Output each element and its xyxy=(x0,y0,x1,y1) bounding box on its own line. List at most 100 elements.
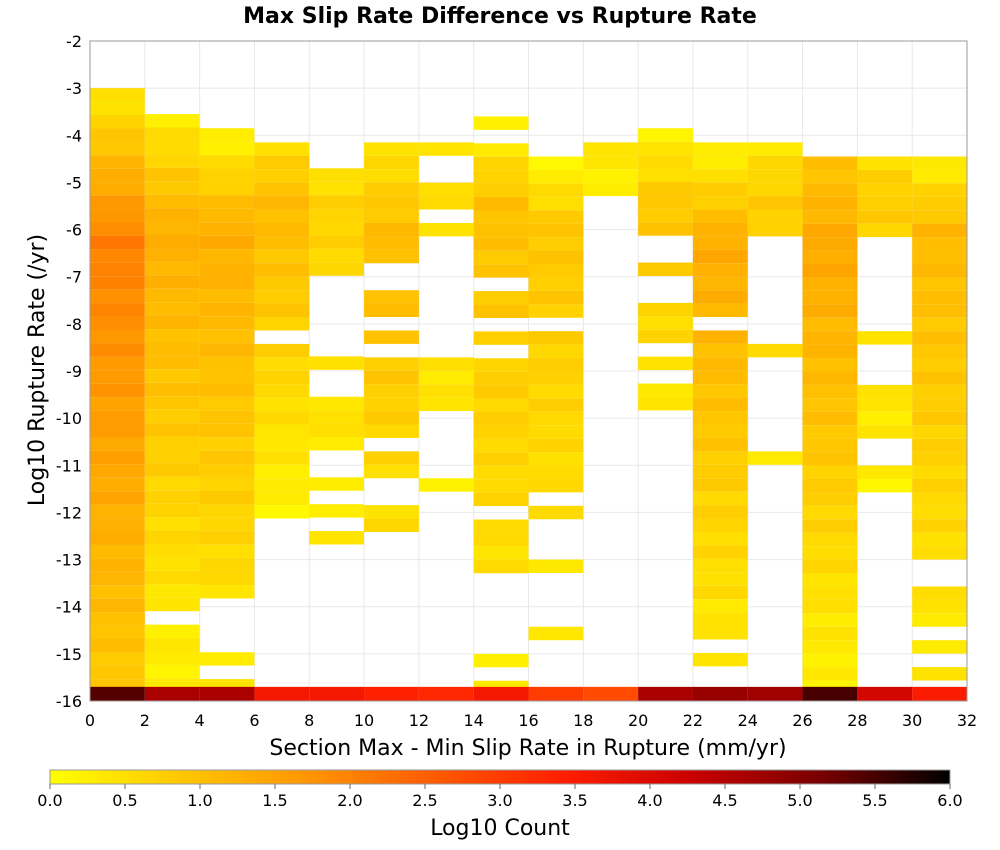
heatmap-cell xyxy=(90,424,145,438)
heatmap-cell xyxy=(309,222,365,236)
heatmap-cell xyxy=(692,626,748,640)
heatmap-cell xyxy=(144,557,200,571)
heatmap-cell xyxy=(528,425,584,439)
heatmap-cell xyxy=(144,476,200,491)
heatmap-cell xyxy=(473,385,529,399)
heatmap-cell xyxy=(364,196,419,210)
heatmap-cell xyxy=(144,503,200,518)
heatmap-cell xyxy=(199,504,255,518)
heatmap-cell xyxy=(144,651,200,665)
heatmap-cell xyxy=(638,302,693,317)
heatmap-cell xyxy=(912,263,967,278)
heatmap-cell xyxy=(199,356,255,371)
heatmap-cell xyxy=(528,398,584,412)
heatmap-cell xyxy=(528,183,584,197)
heatmap-cell xyxy=(144,221,200,235)
heatmap-cell xyxy=(364,357,419,371)
x-tick-label: 2 xyxy=(140,711,150,730)
heatmap-cell xyxy=(638,329,693,344)
heatmap-cell xyxy=(528,169,584,184)
heatmap-cell xyxy=(199,262,255,277)
heatmap-cell xyxy=(144,288,200,303)
heatmap-cell xyxy=(473,412,529,426)
heatmap-cell xyxy=(802,183,858,197)
heatmap-cell xyxy=(364,505,419,519)
heatmap-cell xyxy=(473,156,529,171)
heatmap-cell xyxy=(857,223,913,238)
heatmap-cell xyxy=(692,411,748,425)
heatmap-cell xyxy=(90,195,145,210)
heatmap-cell xyxy=(528,384,584,399)
heatmap-cell xyxy=(254,317,310,331)
heatmap-cell xyxy=(254,209,310,223)
heatmap-cell xyxy=(364,330,419,344)
heatmap-cell xyxy=(638,222,693,236)
heatmap-cell xyxy=(802,667,858,681)
heatmap-cell xyxy=(90,464,145,478)
heatmap-cell xyxy=(473,398,529,413)
heatmap-cell xyxy=(912,492,967,506)
heatmap-cell xyxy=(692,451,748,465)
heatmap-cell xyxy=(199,155,255,169)
heatmap-cell xyxy=(802,613,858,627)
heatmap-cell xyxy=(802,250,858,264)
heatmap-cell xyxy=(473,653,529,668)
heatmap-cell xyxy=(144,342,200,356)
heatmap-cell xyxy=(254,437,310,452)
heatmap-cell xyxy=(747,169,803,183)
heatmap-cell xyxy=(692,142,748,156)
x-tick-label: 28 xyxy=(847,711,867,730)
heatmap-cell xyxy=(90,356,145,371)
heatmap-cell xyxy=(90,209,145,223)
heatmap-cell xyxy=(90,571,145,586)
heatmap-cell xyxy=(473,264,529,278)
heatmap-cell xyxy=(802,586,858,600)
heatmap-cell xyxy=(802,358,858,372)
y-tick-label: -13 xyxy=(56,551,82,570)
heatmap-cell xyxy=(528,626,584,641)
heatmap-cell xyxy=(364,182,419,197)
heatmap-cell xyxy=(802,196,858,211)
heatmap-cell xyxy=(857,411,913,426)
heatmap-cell xyxy=(802,686,858,701)
heatmap-cell xyxy=(90,410,145,425)
heatmap-cell xyxy=(364,290,419,304)
heatmap-cell xyxy=(528,277,584,291)
x-tick-label: 4 xyxy=(195,711,205,730)
y-tick-label: -8 xyxy=(66,315,82,334)
heatmap-cell xyxy=(692,397,748,412)
heatmap-cell xyxy=(90,101,145,116)
heatmap-cell xyxy=(802,452,858,466)
heatmap-cell xyxy=(747,196,803,210)
heatmap-cell xyxy=(528,331,584,345)
heatmap-cell xyxy=(802,237,858,251)
heatmap-cell xyxy=(692,182,748,197)
heatmap-cell xyxy=(912,344,967,359)
heatmap-cell xyxy=(528,196,584,211)
heatmap-cell xyxy=(912,398,967,412)
heatmap-cell xyxy=(144,355,200,370)
colorbar-tick-label: 4.5 xyxy=(712,791,737,810)
heatmap-cell xyxy=(692,209,748,223)
heatmap-cell xyxy=(199,168,255,182)
colorbar-tick-label: 2.5 xyxy=(412,791,437,810)
x-axis-label: Section Max - Min Slip Rate in Rupture (… xyxy=(269,736,786,761)
colorbar-tick-label: 3.5 xyxy=(562,791,587,810)
heatmap-cell xyxy=(144,329,200,343)
heatmap-cell xyxy=(199,181,255,196)
heatmap-cell xyxy=(473,291,529,305)
heatmap-cell xyxy=(802,532,858,547)
heatmap-cell xyxy=(199,383,255,397)
heatmap-cell xyxy=(144,436,200,450)
heatmap-cell xyxy=(90,639,145,653)
heatmap-cell xyxy=(90,88,145,102)
heatmap-cell xyxy=(857,183,913,197)
heatmap-cell xyxy=(309,181,365,196)
heatmap-cell xyxy=(90,531,145,545)
heatmap-cell xyxy=(254,424,310,438)
heatmap-cell xyxy=(418,357,474,371)
heatmap-cell xyxy=(692,196,748,210)
heatmap-cell xyxy=(638,128,693,142)
heatmap-cell xyxy=(473,532,529,547)
